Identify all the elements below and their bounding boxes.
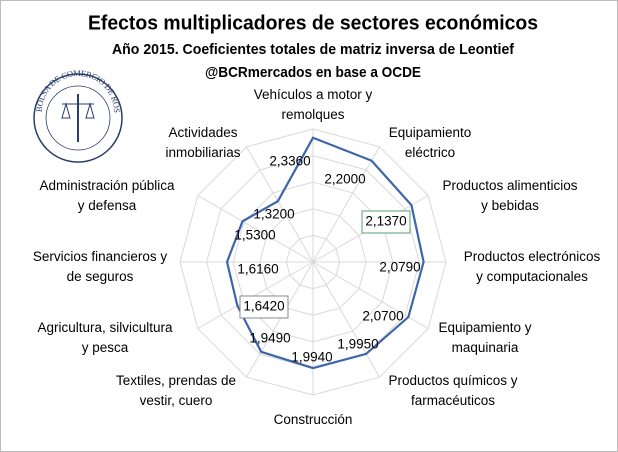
data-label: 1,5300 [234,228,275,243]
data-label: 1,6160 [237,262,278,277]
data-label: 2,1370 [365,214,406,229]
data-label: 2,0790 [379,260,420,275]
grid-spoke [312,261,380,378]
category-label: Textiles, prendas de vestir, cuero [116,373,236,408]
grid-spoke [312,146,380,263]
chart-title: Efectos multiplicadores de sectores econ… [88,12,538,34]
category-label: Equipamiento y maquinaria [438,320,531,355]
label-box [239,295,289,319]
category-label: Administración pública y defensa [39,178,175,213]
grid-spoke [246,146,314,263]
category-label: Servicios financieros y de seguros [33,249,168,284]
grid-spoke [197,195,314,263]
category-label: Vehículos a motor y remolques [254,87,373,122]
grid-spoke [197,261,314,329]
data-label: 1,9950 [337,337,378,352]
data-label: 1,9490 [249,331,290,346]
data-label: 1,9940 [291,350,332,365]
category-label: Construcción [274,412,353,427]
radar-line [225,136,425,370]
data-label: 2,0700 [362,309,403,324]
category-label: Agricultura, silvicultura y pesca [37,320,173,355]
chart-source: @BCRmercados en base a OCDE [205,64,421,81]
data-label: 2,2000 [324,172,365,187]
data-label: 1,6420 [243,299,284,314]
category-label: Productos alimenticios y bebidas [442,178,577,213]
category-label: Equipamiento eléctrico [389,125,472,160]
data-label: 2,3360 [269,154,310,169]
chart-subtitle: Año 2015. Coeficientes totales de matriz… [112,41,515,58]
category-label: Productos químicos y farmacéuticos [388,373,517,408]
category-label: Productos electrónicos y computacionales [464,249,601,284]
label-box [361,210,411,234]
category-label: Actividades inmobiliarias [165,125,240,160]
grid-spoke [246,261,314,378]
data-label: 1,3200 [253,207,294,222]
